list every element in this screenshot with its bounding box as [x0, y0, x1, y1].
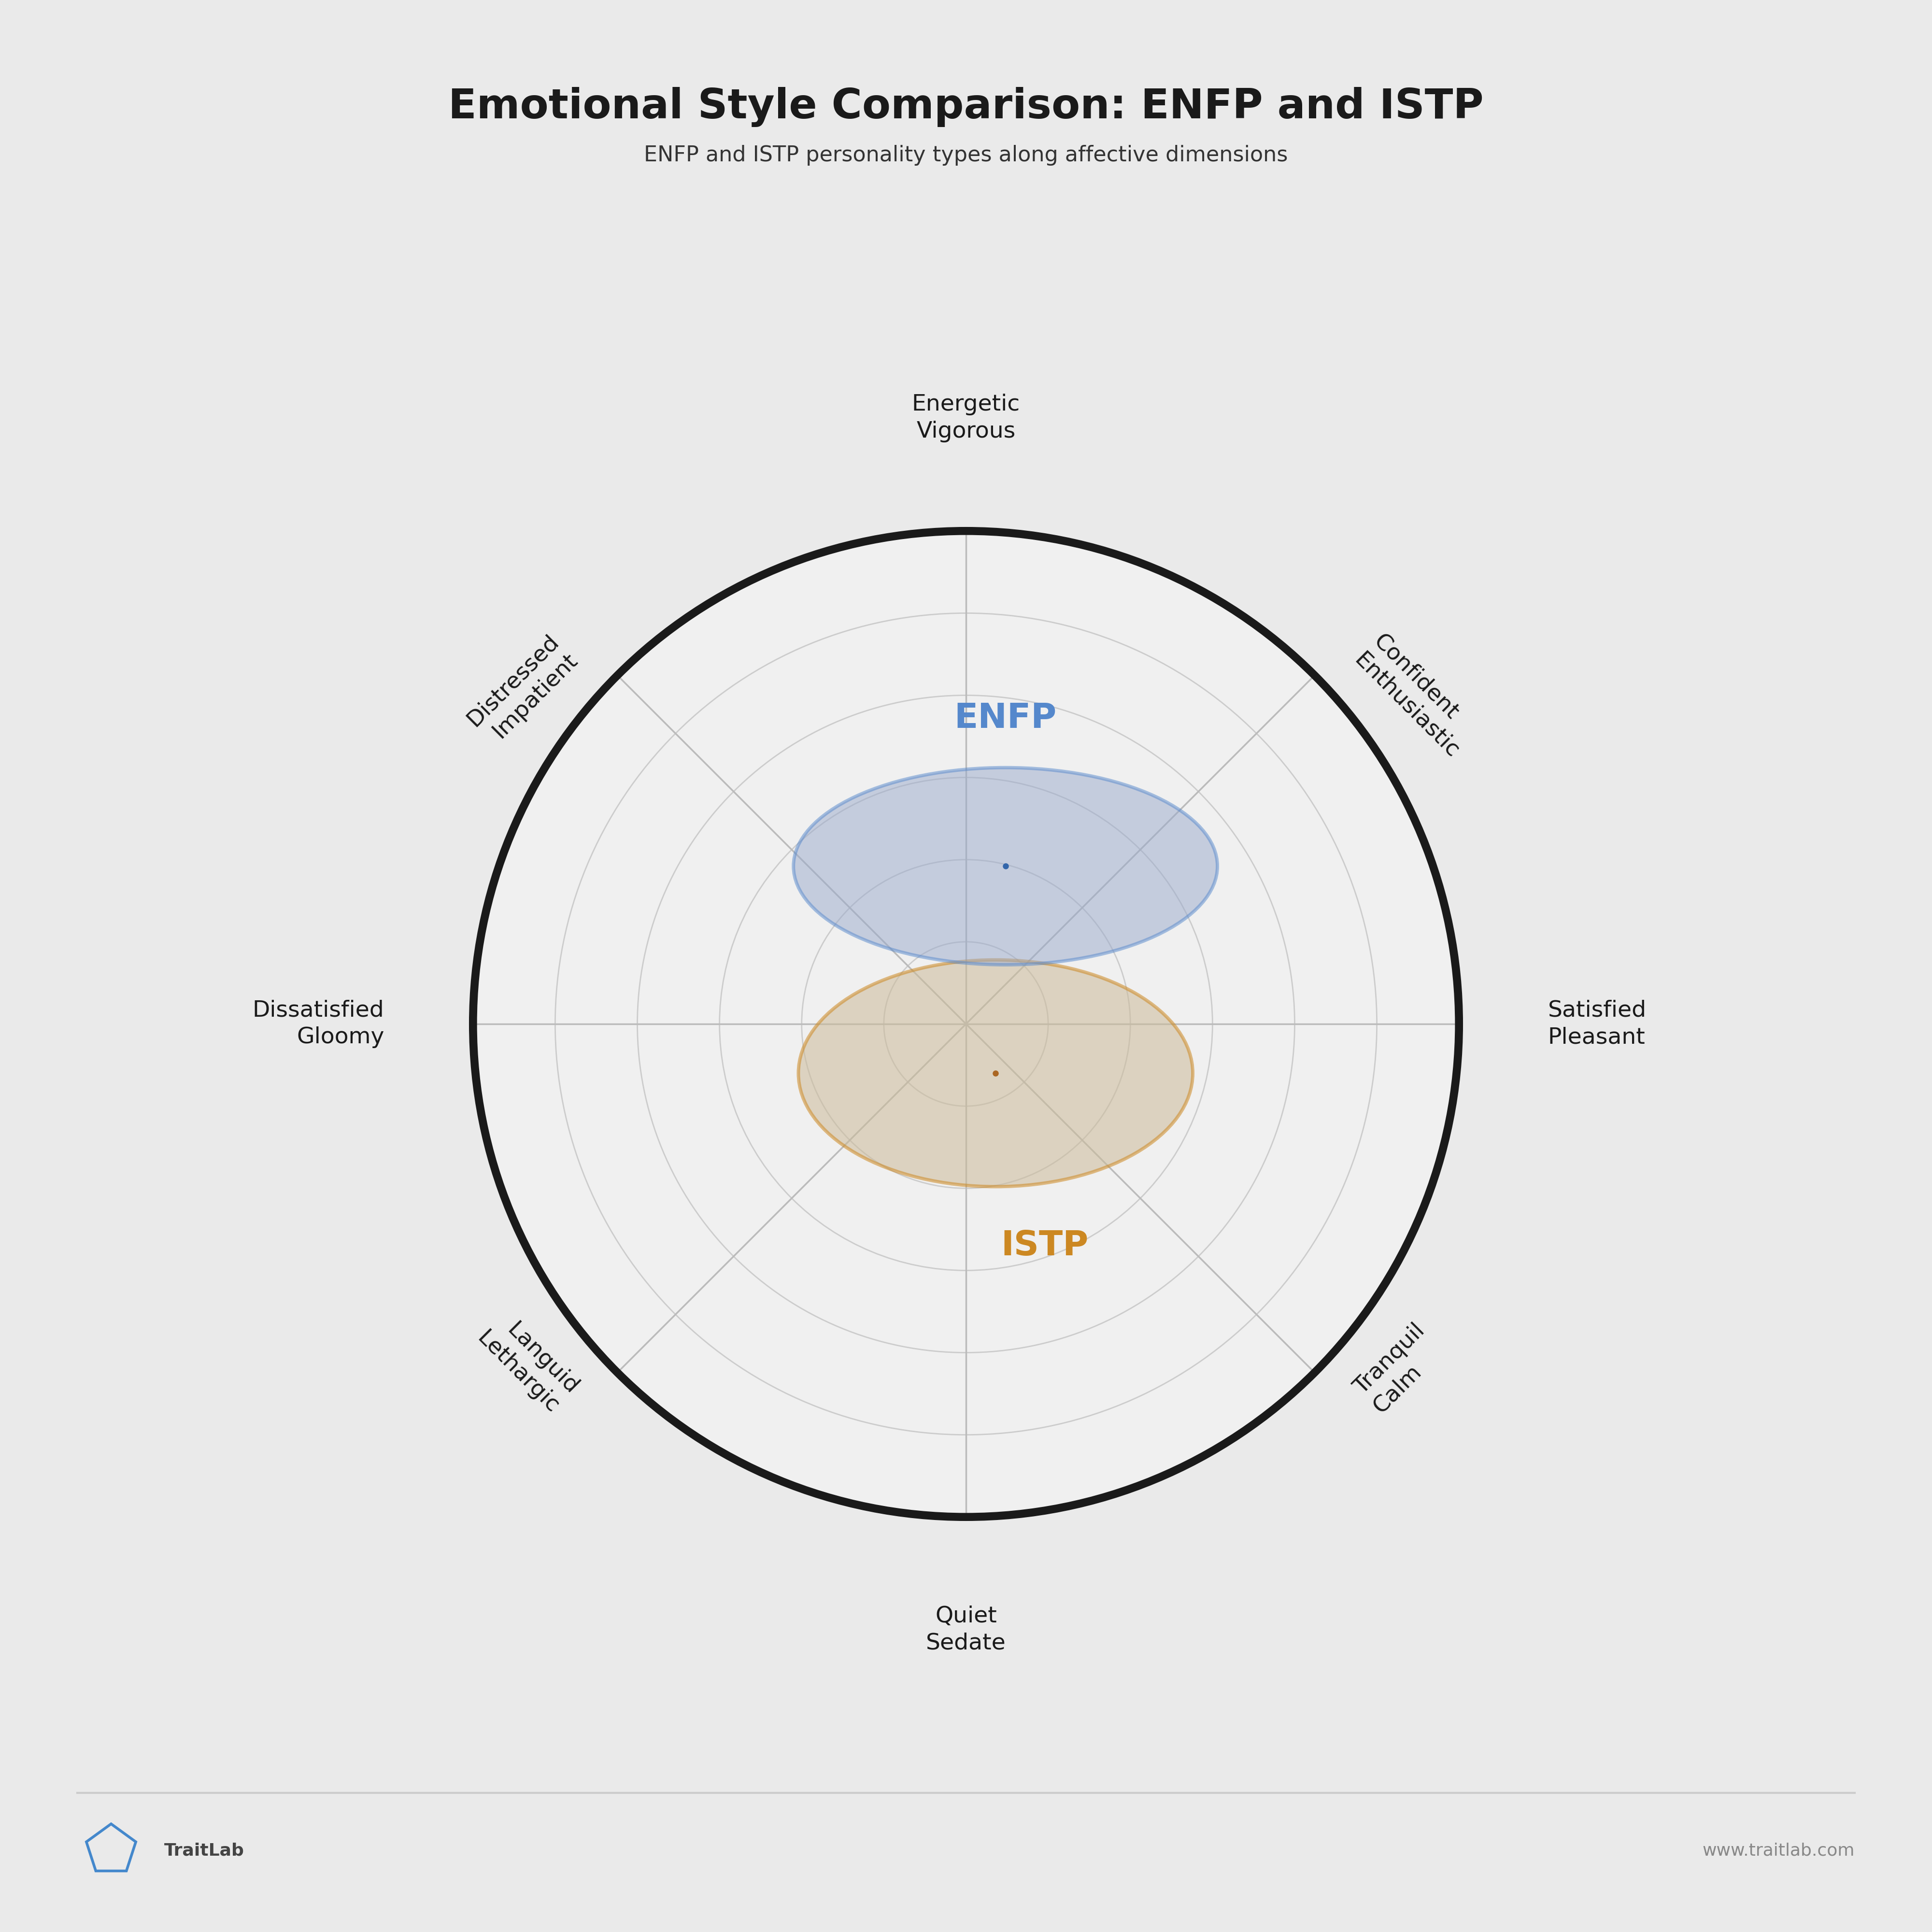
Text: Quiet
Sedate: Quiet Sedate: [925, 1605, 1007, 1654]
Text: TraitLab: TraitLab: [164, 1843, 243, 1859]
Text: Distressed
Impatient: Distressed Impatient: [464, 630, 582, 750]
Circle shape: [473, 531, 1459, 1517]
Text: ENFP and ISTP personality types along affective dimensions: ENFP and ISTP personality types along af…: [643, 145, 1289, 166]
Ellipse shape: [798, 960, 1192, 1186]
Text: Dissatisfied
Gloomy: Dissatisfied Gloomy: [253, 999, 384, 1049]
Text: Confident
Enthusiastic: Confident Enthusiastic: [1350, 630, 1482, 763]
Text: Satisfied
Pleasant: Satisfied Pleasant: [1548, 999, 1646, 1049]
Text: Tranquil
Calm: Tranquil Calm: [1350, 1320, 1447, 1418]
Text: Languid
Lethargic: Languid Lethargic: [473, 1308, 582, 1418]
Text: Energetic
Vigorous: Energetic Vigorous: [912, 394, 1020, 442]
Ellipse shape: [794, 767, 1217, 964]
Text: ENFP: ENFP: [954, 701, 1057, 734]
Text: ISTP: ISTP: [1001, 1229, 1088, 1262]
Text: Emotional Style Comparison: ENFP and ISTP: Emotional Style Comparison: ENFP and IST…: [448, 87, 1484, 128]
Text: www.traitlab.com: www.traitlab.com: [1702, 1843, 1855, 1859]
